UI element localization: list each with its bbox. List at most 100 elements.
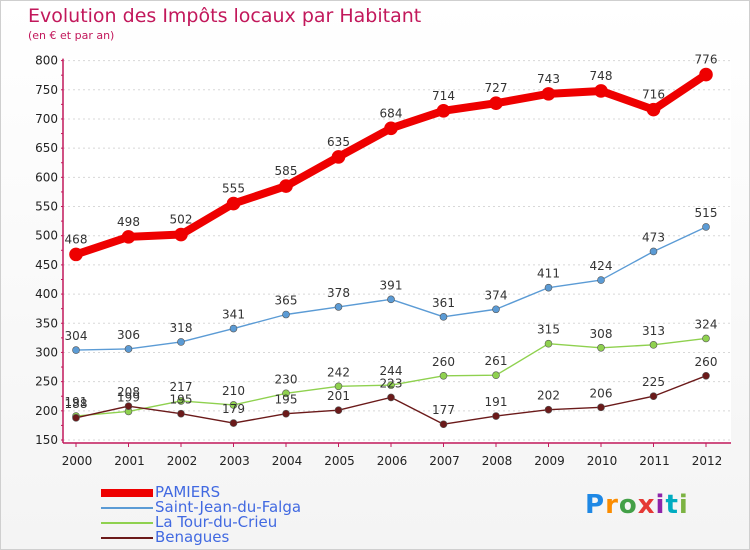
data-point-saint-jean-du-falga bbox=[334, 303, 343, 311]
y-tick-label: 800 bbox=[35, 54, 58, 68]
x-tick-label: 2001 bbox=[114, 454, 145, 468]
data-label-benagues: 179 bbox=[222, 402, 245, 416]
data-point-pamiers bbox=[699, 67, 713, 82]
data-point-pamiers bbox=[331, 150, 346, 164]
proxiti-logo: Proxiti bbox=[585, 490, 689, 520]
data-label-pamiers: 498 bbox=[117, 215, 140, 229]
x-tick-label: 2000 bbox=[62, 454, 93, 468]
logo-letter: i bbox=[655, 490, 666, 520]
y-tick-label: 350 bbox=[35, 316, 58, 330]
y-tick-label: 550 bbox=[35, 200, 58, 214]
y-tick-label: 500 bbox=[35, 229, 58, 243]
data-label-saint-jean-du-falga: 306 bbox=[117, 328, 140, 342]
data-label-la-tour-du-crieu: 315 bbox=[537, 323, 560, 337]
x-tick-label: 2007 bbox=[429, 454, 460, 468]
x-tick-label: 2012 bbox=[692, 454, 723, 468]
logo-letter: x bbox=[637, 490, 656, 520]
data-point-pamiers bbox=[174, 227, 188, 242]
data-point-benagues bbox=[544, 405, 553, 414]
data-point-pamiers bbox=[69, 247, 83, 262]
data-label-benagues: 260 bbox=[695, 355, 718, 369]
x-tick-label: 2002 bbox=[167, 454, 198, 468]
data-point-pamiers bbox=[279, 179, 293, 193]
data-label-pamiers: 716 bbox=[642, 88, 665, 102]
data-point-la-tour-du-crieu bbox=[492, 371, 500, 380]
data-label-la-tour-du-crieu: 191 bbox=[65, 395, 88, 409]
data-label-benagues: 188 bbox=[65, 397, 88, 411]
data-point-benagues bbox=[702, 371, 710, 380]
y-tick-label: 300 bbox=[35, 345, 58, 359]
data-point-benagues bbox=[177, 409, 185, 418]
logo-letter: t bbox=[665, 490, 679, 520]
chart-title: Evolution des Impôts locaux par Habitant bbox=[28, 5, 422, 27]
data-label-pamiers: 743 bbox=[537, 72, 560, 86]
data-label-la-tour-du-crieu: 308 bbox=[590, 327, 613, 341]
data-label-pamiers: 555 bbox=[222, 182, 245, 196]
y-tick-label: 750 bbox=[35, 83, 58, 97]
data-point-pamiers bbox=[489, 96, 503, 111]
data-label-saint-jean-du-falga: 365 bbox=[275, 294, 298, 308]
data-label-saint-jean-du-falga: 515 bbox=[695, 206, 718, 220]
x-tick-label: 2006 bbox=[377, 454, 408, 468]
data-point-saint-jean-du-falga bbox=[177, 338, 185, 346]
data-label-la-tour-du-crieu: 242 bbox=[327, 365, 350, 379]
data-point-saint-jean-du-falga bbox=[702, 223, 710, 231]
data-point-saint-jean-du-falga bbox=[492, 305, 500, 314]
data-label-la-tour-du-crieu: 260 bbox=[432, 355, 455, 369]
x-tick-label: 2005 bbox=[324, 454, 355, 468]
y-tick-label: 600 bbox=[35, 170, 58, 184]
data-point-la-tour-du-crieu bbox=[177, 397, 185, 405]
data-point-la-tour-du-crieu bbox=[229, 401, 238, 409]
data-point-pamiers bbox=[436, 103, 451, 118]
data-point-pamiers bbox=[384, 121, 398, 136]
logo-letter: P bbox=[585, 490, 606, 520]
data-point-saint-jean-du-falga bbox=[282, 310, 290, 319]
data-label-benagues: 195 bbox=[170, 393, 193, 407]
data-label-la-tour-du-crieu: 210 bbox=[222, 384, 245, 398]
y-tick-label: 200 bbox=[35, 404, 58, 418]
y-tick-label: 400 bbox=[35, 287, 58, 301]
data-point-saint-jean-du-falga bbox=[649, 247, 658, 256]
legend-label: PAMIERS bbox=[155, 483, 221, 501]
data-point-benagues bbox=[492, 412, 500, 420]
data-label-la-tour-du-crieu: 261 bbox=[485, 354, 508, 368]
legend-label: Saint-Jean-du-Falga bbox=[155, 498, 302, 516]
x-tick-label: 2008 bbox=[482, 454, 513, 468]
data-label-benagues: 206 bbox=[590, 386, 613, 400]
chart-subtitle: (en € et par an) bbox=[28, 29, 115, 42]
data-label-pamiers: 727 bbox=[485, 81, 508, 95]
data-point-benagues bbox=[229, 419, 238, 427]
legend-swatch bbox=[101, 489, 153, 497]
x-tick-label: 2011 bbox=[639, 454, 670, 468]
data-point-la-tour-du-crieu bbox=[439, 371, 448, 380]
legend-label: La Tour-du-Crieu bbox=[155, 513, 278, 531]
data-label-benagues: 208 bbox=[117, 385, 140, 399]
data-label-benagues: 202 bbox=[537, 389, 560, 403]
data-point-benagues bbox=[334, 406, 343, 415]
data-point-saint-jean-du-falga bbox=[124, 345, 133, 353]
data-label-saint-jean-du-falga: 473 bbox=[642, 230, 665, 244]
data-point-benagues bbox=[597, 403, 605, 412]
data-label-la-tour-du-crieu: 324 bbox=[695, 317, 718, 331]
legend-swatch bbox=[101, 522, 153, 524]
data-label-benagues: 225 bbox=[642, 375, 665, 389]
data-label-saint-jean-du-falga: 374 bbox=[485, 288, 508, 302]
data-label-la-tour-du-crieu: 199 bbox=[117, 390, 140, 404]
data-label-benagues: 177 bbox=[432, 403, 455, 417]
data-label-la-tour-du-crieu: 244 bbox=[380, 364, 403, 378]
data-label-la-tour-du-crieu: 217 bbox=[170, 380, 193, 394]
data-point-pamiers bbox=[226, 196, 241, 211]
data-label-saint-jean-du-falga: 391 bbox=[380, 278, 403, 292]
data-label-saint-jean-du-falga: 341 bbox=[222, 308, 245, 322]
data-point-benagues bbox=[72, 414, 80, 422]
data-point-saint-jean-du-falga bbox=[229, 324, 238, 333]
data-label-saint-jean-du-falga: 424 bbox=[590, 259, 613, 273]
data-label-benagues: 201 bbox=[327, 389, 350, 403]
legend-swatch bbox=[101, 537, 153, 539]
data-label-saint-jean-du-falga: 318 bbox=[170, 321, 193, 335]
data-label-pamiers: 684 bbox=[380, 106, 403, 120]
y-tick-label: 700 bbox=[35, 112, 58, 126]
data-label-la-tour-du-crieu: 313 bbox=[642, 324, 665, 338]
y-tick-label: 650 bbox=[35, 141, 58, 155]
